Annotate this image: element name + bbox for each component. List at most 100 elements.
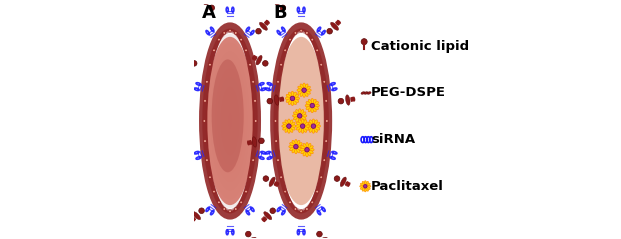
Circle shape (248, 63, 252, 66)
Ellipse shape (288, 128, 290, 133)
Ellipse shape (205, 34, 255, 208)
Ellipse shape (304, 125, 310, 127)
Ellipse shape (300, 92, 304, 96)
Circle shape (325, 99, 328, 102)
Circle shape (274, 140, 278, 142)
Ellipse shape (314, 128, 317, 132)
Ellipse shape (289, 92, 292, 97)
Ellipse shape (311, 98, 314, 104)
Ellipse shape (291, 127, 295, 130)
Ellipse shape (265, 21, 269, 25)
Ellipse shape (360, 183, 364, 186)
Circle shape (240, 201, 243, 204)
Circle shape (206, 159, 208, 162)
Ellipse shape (181, 137, 186, 147)
Ellipse shape (275, 182, 278, 186)
Ellipse shape (191, 217, 195, 221)
Ellipse shape (314, 120, 317, 125)
Ellipse shape (193, 212, 201, 220)
Ellipse shape (304, 84, 308, 89)
Circle shape (290, 96, 294, 101)
Circle shape (212, 190, 215, 193)
Ellipse shape (337, 20, 341, 24)
Ellipse shape (299, 128, 302, 132)
Ellipse shape (282, 97, 284, 102)
Ellipse shape (299, 120, 302, 125)
Ellipse shape (294, 112, 298, 115)
Ellipse shape (294, 99, 299, 102)
Circle shape (325, 140, 328, 142)
Ellipse shape (260, 22, 268, 30)
Ellipse shape (206, 37, 254, 205)
Circle shape (289, 38, 291, 41)
Circle shape (223, 208, 225, 210)
Circle shape (274, 99, 278, 102)
Circle shape (315, 190, 319, 193)
Text: B: B (273, 4, 287, 22)
Ellipse shape (279, 97, 281, 102)
Ellipse shape (311, 108, 314, 113)
Ellipse shape (294, 94, 299, 98)
Ellipse shape (315, 122, 320, 126)
Circle shape (209, 176, 211, 179)
Ellipse shape (289, 100, 292, 105)
Ellipse shape (220, 86, 240, 156)
Ellipse shape (308, 99, 312, 104)
Ellipse shape (177, 140, 179, 145)
Ellipse shape (301, 128, 304, 133)
Ellipse shape (294, 116, 298, 120)
Circle shape (323, 159, 325, 162)
Circle shape (279, 63, 283, 66)
Ellipse shape (283, 127, 288, 130)
Circle shape (212, 49, 215, 52)
Ellipse shape (304, 92, 308, 96)
Circle shape (305, 147, 309, 152)
Ellipse shape (299, 118, 301, 123)
Ellipse shape (225, 103, 235, 138)
Circle shape (284, 49, 286, 52)
Ellipse shape (300, 148, 305, 151)
Circle shape (267, 98, 273, 104)
Ellipse shape (286, 99, 291, 102)
Ellipse shape (312, 119, 315, 124)
Ellipse shape (296, 125, 301, 127)
Ellipse shape (303, 83, 306, 88)
Ellipse shape (297, 89, 302, 92)
Ellipse shape (289, 145, 294, 148)
Circle shape (188, 138, 193, 144)
Ellipse shape (298, 145, 303, 148)
Ellipse shape (318, 237, 327, 239)
Ellipse shape (296, 148, 300, 153)
Ellipse shape (299, 109, 301, 114)
Ellipse shape (313, 99, 316, 104)
Ellipse shape (222, 95, 237, 147)
Ellipse shape (292, 114, 298, 117)
Circle shape (297, 114, 302, 118)
Ellipse shape (330, 22, 338, 30)
Ellipse shape (275, 0, 284, 5)
Ellipse shape (314, 102, 319, 105)
Circle shape (327, 28, 332, 34)
Circle shape (280, 5, 286, 11)
Ellipse shape (182, 55, 185, 60)
Ellipse shape (247, 237, 256, 239)
Ellipse shape (361, 92, 365, 94)
Ellipse shape (309, 148, 314, 151)
Ellipse shape (351, 97, 354, 102)
Ellipse shape (207, 43, 252, 200)
Circle shape (245, 231, 251, 237)
Ellipse shape (266, 20, 270, 24)
Circle shape (361, 39, 367, 45)
Circle shape (294, 144, 298, 149)
Circle shape (191, 60, 197, 66)
Ellipse shape (294, 140, 297, 145)
Ellipse shape (306, 89, 311, 92)
Ellipse shape (312, 128, 315, 133)
Circle shape (204, 99, 206, 102)
Ellipse shape (303, 128, 307, 132)
Ellipse shape (306, 143, 308, 148)
Ellipse shape (347, 182, 350, 187)
Ellipse shape (289, 128, 293, 132)
Ellipse shape (291, 125, 296, 127)
Ellipse shape (286, 94, 291, 98)
